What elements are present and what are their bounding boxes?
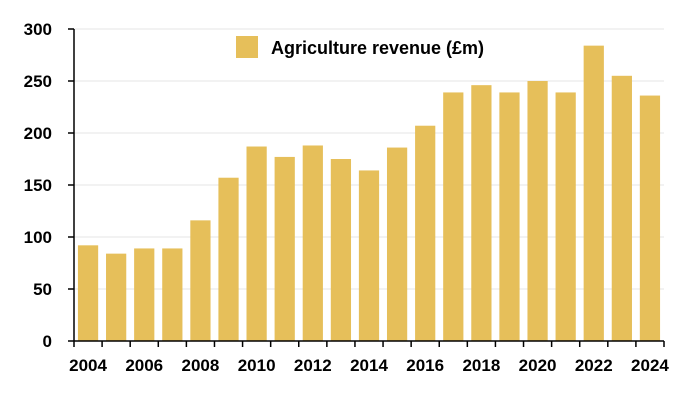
y-tick-label-0: 0 [43, 332, 52, 351]
bar-2021 [555, 92, 576, 341]
x-tick-label-2006: 2006 [125, 356, 163, 375]
bars-group [77, 45, 661, 342]
y-tick-label-100: 100 [24, 228, 52, 247]
bar-2008 [190, 220, 211, 341]
y-tick-label-300: 300 [24, 20, 52, 39]
x-tick-label-2022: 2022 [575, 356, 613, 375]
bar-2006 [134, 248, 155, 341]
x-tick-label-2012: 2012 [294, 356, 332, 375]
x-axis-ticks: 2004 2006 2008 2010 2012 2014 2016 2018 2020 2022… [69, 341, 669, 375]
x-tick-label-2016: 2016 [406, 356, 444, 375]
x-tick-label-2024: 2024 [631, 356, 669, 375]
x-tick-label-2010: 2010 [238, 356, 276, 375]
bar-2011 [274, 156, 295, 341]
legend-label: Agriculture revenue (£m) [271, 38, 484, 58]
x-tick-label-2014: 2014 [350, 356, 388, 375]
x-tick-label-2004: 2004 [69, 356, 107, 375]
bar-2023 [611, 75, 632, 342]
bar-2013 [330, 159, 352, 341]
bar-2015 [386, 147, 408, 341]
bar-2005 [106, 253, 127, 341]
bar-2004 [77, 245, 99, 341]
bar-2017 [443, 92, 464, 341]
bar-2016 [415, 125, 436, 341]
y-tick-label-50: 50 [33, 280, 52, 299]
legend: Agriculture revenue (£m) [236, 36, 484, 58]
bar-2018 [471, 85, 492, 341]
y-tick-label-200: 200 [24, 124, 52, 143]
y-axis-ticks: 0 50 100 150 200 250 300 [24, 20, 74, 351]
y-tick-label-250: 250 [24, 72, 52, 91]
x-tick-label-2008: 2008 [182, 356, 220, 375]
bar-2019 [499, 92, 520, 341]
bar-2024 [639, 95, 661, 341]
legend-swatch [236, 36, 258, 58]
x-tick-label-2020: 2020 [519, 356, 557, 375]
bar-2012 [302, 145, 323, 341]
bar-2014 [358, 170, 380, 341]
x-tick-label-2018: 2018 [462, 356, 500, 375]
bar-2020 [527, 81, 548, 341]
bar-2007 [162, 248, 183, 341]
bar-2010 [246, 146, 267, 341]
bar-2022 [583, 45, 604, 341]
bar-2009 [218, 177, 239, 341]
y-tick-label-150: 150 [24, 176, 52, 195]
